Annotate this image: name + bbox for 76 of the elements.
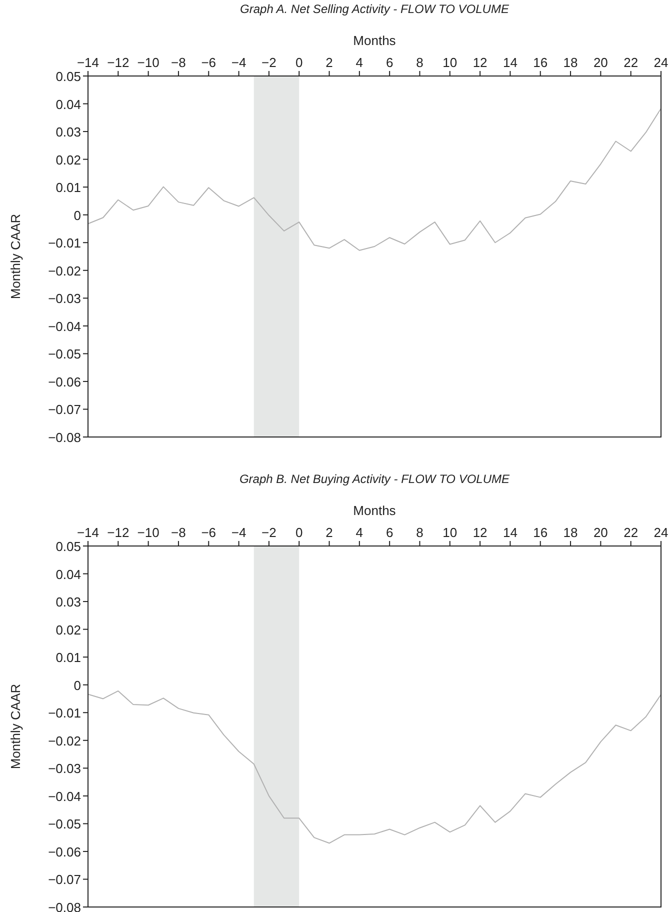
x-tick-label: −10 (137, 525, 160, 540)
x-tick-label: −2 (262, 55, 276, 70)
x-tick-label: −6 (201, 525, 216, 540)
y-axis-title: Monthly CAAR (8, 214, 23, 300)
x-tick-label: 16 (533, 525, 548, 540)
x-axis-title: Months (353, 503, 396, 518)
y-tick-label: −0.02 (48, 733, 81, 748)
y-tick-label: 0.04 (56, 566, 81, 582)
x-tick-label: 20 (593, 55, 608, 70)
x-tick-label: 8 (416, 525, 424, 540)
x-tick-label: −6 (201, 55, 216, 70)
y-tick-label: −0.03 (48, 761, 81, 776)
y-tick-label: −0.06 (48, 374, 81, 390)
line-series (88, 108, 662, 251)
x-tick-label: 12 (472, 525, 488, 540)
y-axis-title: Monthly CAAR (8, 684, 23, 770)
y-tick-label: 0.02 (56, 152, 81, 168)
x-tick-label: −14 (76, 55, 100, 70)
x-tick-label: −8 (171, 525, 186, 540)
y-tick-label: 0 (74, 678, 81, 693)
x-tick-label: −4 (231, 55, 246, 70)
y-tick-label: 0.03 (56, 124, 81, 140)
y-tick-label: −0.05 (48, 816, 81, 832)
x-tick-label: 6 (386, 55, 394, 70)
x-tick-label: −4 (231, 525, 246, 540)
x-tick-label: 24 (654, 55, 668, 70)
y-tick-label: −0.01 (48, 706, 81, 721)
x-tick-label: 16 (533, 55, 548, 70)
x-axis-title: Months (353, 33, 396, 48)
y-tick-label: 0.05 (56, 539, 81, 554)
y-tick-label: 0.01 (56, 650, 81, 666)
x-tick-label: 4 (356, 55, 364, 70)
y-tick-label: 0 (74, 208, 81, 223)
y-tick-label: −0.05 (48, 346, 81, 362)
x-tick-label: 2 (326, 55, 333, 70)
x-tick-label: 8 (416, 55, 424, 70)
y-tick-label: −0.01 (48, 236, 81, 251)
y-tick-label: −0.08 (48, 430, 81, 445)
y-tick-label: −0.04 (48, 788, 81, 804)
x-tick-label: 10 (442, 525, 458, 540)
x-tick-label: 18 (563, 55, 578, 70)
chart-title: Graph A. Net Selling Activity - FLOW TO VOLUME (240, 2, 510, 16)
x-tick-label: 12 (472, 55, 488, 70)
y-tick-label: 0.03 (56, 594, 81, 610)
y-tick-label: −0.07 (48, 872, 81, 888)
x-tick-label: −12 (107, 525, 130, 540)
y-tick-label: 0.04 (56, 96, 81, 112)
x-tick-label: −10 (137, 55, 160, 70)
y-tick-label: −0.08 (48, 900, 81, 912)
y-tick-label: −0.07 (48, 402, 81, 418)
x-tick-label: −12 (107, 55, 130, 70)
x-tick-label: −2 (262, 525, 276, 540)
x-tick-label: 18 (563, 525, 578, 540)
y-tick-label: 0.02 (56, 622, 81, 638)
y-tick-label: 0.05 (56, 69, 81, 84)
x-tick-label: 14 (502, 525, 518, 540)
x-tick-label: 22 (624, 55, 638, 70)
x-tick-label: 0 (295, 55, 303, 70)
x-tick-label: 24 (654, 525, 668, 540)
x-tick-label: −8 (171, 55, 186, 70)
x-tick-label: 0 (295, 525, 303, 540)
x-tick-label: 20 (593, 525, 608, 540)
x-tick-label: −14 (76, 525, 100, 540)
y-tick-label: −0.04 (48, 318, 81, 334)
x-tick-label: 22 (624, 525, 638, 540)
y-tick-label: −0.02 (48, 263, 81, 278)
x-tick-label: 14 (502, 55, 518, 70)
line-series (88, 690, 662, 844)
y-tick-label: −0.06 (48, 844, 81, 860)
x-tick-label: 10 (442, 55, 458, 70)
chart-title: Graph B. Net Buying Activity - FLOW TO VOLUME (239, 472, 511, 486)
y-tick-label: −0.03 (48, 291, 81, 306)
x-tick-label: 2 (326, 525, 333, 540)
x-tick-label: 4 (356, 525, 364, 540)
x-tick-label: 6 (386, 525, 394, 540)
y-tick-label: 0.01 (56, 180, 81, 196)
